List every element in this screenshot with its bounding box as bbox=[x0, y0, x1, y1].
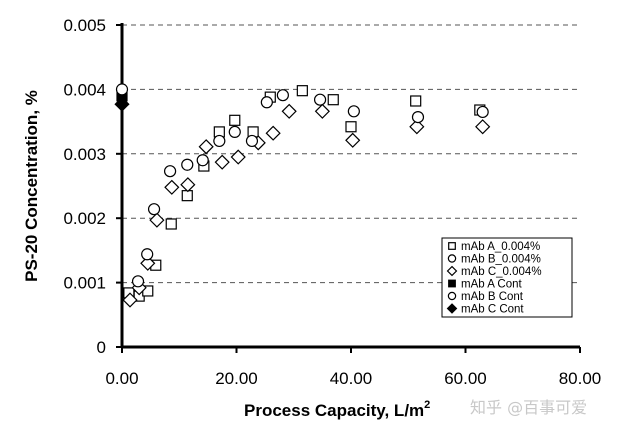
data-point bbox=[411, 110, 425, 124]
data-point bbox=[230, 149, 246, 165]
data-point bbox=[296, 85, 308, 97]
data-point bbox=[131, 275, 145, 288]
legend-label: mAb A Cont bbox=[461, 279, 523, 291]
data-point bbox=[122, 292, 138, 308]
tick-labels: 0 0.001 0.002 0.003 0.004 0.005 0.00 20.00 40.00… bbox=[63, 16, 601, 388]
data-points bbox=[114, 83, 491, 308]
data-point bbox=[409, 119, 425, 135]
legend-marker bbox=[446, 265, 458, 277]
data-point bbox=[327, 94, 339, 106]
x-axis-title-text: Process Capacity, L/m bbox=[244, 401, 424, 420]
y-tick-label: 0.005 bbox=[63, 16, 106, 35]
y-tick-label: 0.002 bbox=[63, 209, 106, 228]
data-point bbox=[475, 119, 491, 135]
data-point bbox=[196, 154, 209, 167]
y-tick-label: 0.001 bbox=[63, 274, 106, 293]
data-point bbox=[410, 95, 422, 107]
data-point bbox=[180, 177, 196, 193]
legend-marker bbox=[447, 291, 457, 301]
watermark: 知乎 @百事可爱 bbox=[470, 398, 587, 417]
data-point bbox=[213, 134, 226, 148]
data-point bbox=[229, 114, 241, 126]
data-point bbox=[228, 125, 241, 139]
data-point bbox=[181, 190, 193, 202]
legend-label: mAb B Cont bbox=[461, 291, 524, 303]
data-point bbox=[147, 203, 161, 216]
legend-marker bbox=[447, 254, 457, 263]
x-tick-label: 80.00 bbox=[559, 369, 602, 388]
data-point bbox=[476, 105, 489, 119]
data-point bbox=[141, 248, 154, 261]
x-tick-label: 60.00 bbox=[444, 369, 487, 388]
data-point bbox=[163, 165, 177, 178]
y-axis-title: PS-20 Concentration, % bbox=[22, 90, 41, 282]
data-point bbox=[260, 96, 273, 109]
data-point bbox=[276, 89, 289, 102]
data-point bbox=[115, 83, 129, 96]
legend-marker bbox=[446, 303, 458, 314]
data-point bbox=[281, 103, 297, 119]
data-point bbox=[114, 96, 130, 112]
x-tick-label: 0.00 bbox=[105, 369, 138, 388]
data-point bbox=[265, 125, 281, 141]
legend-label: mAb B_0.004% bbox=[461, 254, 541, 266]
data-point bbox=[165, 218, 177, 230]
x-tick-label: 40.00 bbox=[330, 369, 373, 388]
data-point bbox=[181, 158, 194, 171]
x-tick-label: 20.00 bbox=[215, 369, 258, 388]
data-point bbox=[345, 132, 361, 148]
data-point bbox=[214, 154, 230, 170]
legend-label: mAb A_0.004% bbox=[461, 241, 540, 253]
data-point bbox=[345, 121, 357, 133]
data-point bbox=[164, 179, 180, 195]
legend-marker bbox=[448, 242, 456, 250]
legend-label: mAb C Cont bbox=[461, 304, 524, 316]
y-tick-label: 0 bbox=[97, 338, 106, 357]
data-point bbox=[245, 134, 259, 148]
x-axis-title: Process Capacity, L/m2 bbox=[244, 399, 430, 420]
axes bbox=[116, 23, 581, 353]
data-point bbox=[347, 105, 360, 118]
legend-box bbox=[441, 237, 573, 318]
data-point bbox=[140, 255, 156, 271]
data-point bbox=[198, 139, 214, 155]
legend: mAb A_0.004%mAb B_0.004%mAb C_0.004%mAb … bbox=[441, 237, 573, 318]
y-tick-label: 0.004 bbox=[63, 80, 106, 99]
legend-label: mAb C_0.004% bbox=[461, 266, 542, 278]
y-tick-label: 0.003 bbox=[63, 145, 106, 164]
data-point bbox=[149, 212, 165, 228]
legend-marker bbox=[448, 279, 456, 288]
x-axis-title-superscript: 2 bbox=[424, 399, 430, 411]
data-point bbox=[314, 103, 330, 119]
data-point bbox=[313, 93, 327, 106]
